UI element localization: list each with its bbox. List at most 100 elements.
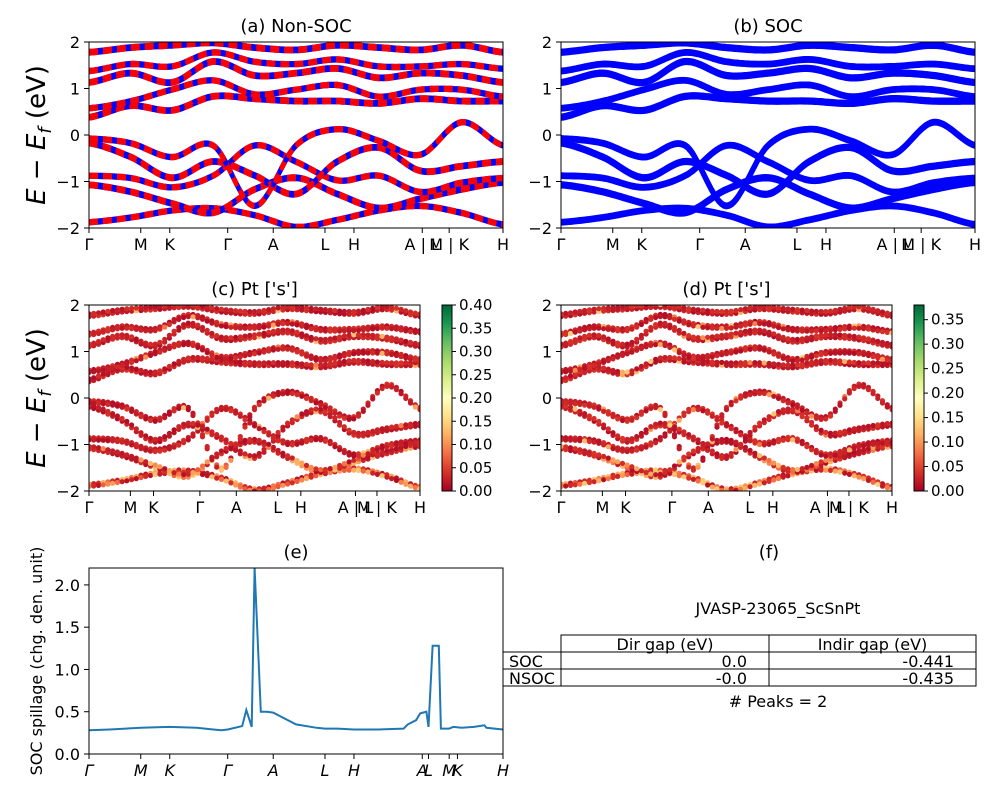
projection-point [384,474,390,480]
projection-point [346,452,352,458]
projection-point [412,485,418,491]
projection-point [837,402,843,408]
projection-point [337,359,343,365]
projection-point [851,305,857,310]
projection-point [738,348,744,354]
projection-point [237,448,243,454]
projection-point [681,456,687,463]
projection-point [114,332,120,338]
projection-point [355,467,362,473]
projection-point [615,473,621,479]
projection-point [775,462,782,468]
projection-point [794,404,801,410]
panel-c-xtick-label: H [295,498,307,517]
projection-point [771,361,777,367]
projection-point [809,413,815,419]
panel-a-ytick-label: −2 [56,219,80,238]
projection-point [657,355,663,361]
projection-point [204,350,210,356]
projection-point [285,481,291,487]
projection-point [577,366,583,372]
band-line [561,79,975,112]
projection-point [237,308,243,314]
projection-point [384,425,390,431]
projection-point [757,305,763,310]
projection-point [138,338,144,344]
projection-point [846,359,853,365]
projection-point [370,449,376,455]
projection-point [671,463,678,469]
projection-point [95,482,102,488]
colorbar-tick-label: 0.20 [459,389,492,407]
projection-point [567,310,574,316]
projection-point [766,414,772,420]
projection-point [289,417,295,423]
projection-point [572,309,578,315]
projection-point [176,442,182,448]
projection-point [761,347,767,353]
projection-point [114,364,120,370]
projection-point [591,306,597,312]
projection-point [379,445,385,451]
panel-e-ytick-label: 2.0 [55,576,80,595]
projection-point [138,414,144,420]
projection-point [709,436,715,442]
projection-point [794,358,801,364]
projection-point [662,320,668,326]
projection-point [285,305,291,310]
projection-point [752,450,758,456]
projection-point [256,360,262,366]
projection-point [133,326,139,332]
projection-point [671,471,678,478]
projection-point [204,473,210,479]
projection-point [842,332,848,338]
projection-point [251,436,258,442]
projection-point [728,308,734,314]
projection-point [181,314,187,321]
projection-point [837,326,843,332]
projection-point [389,424,395,430]
projection-point [705,325,711,331]
projection-point [393,360,399,366]
projection-point [714,325,720,331]
projection-point [686,322,692,328]
projection-point [601,359,607,365]
projection-point [832,408,838,414]
projection-point [166,430,172,436]
projection-point [634,324,640,330]
projection-point [209,456,215,463]
projection-point [681,352,687,358]
projection-point [832,468,838,474]
projection-point [91,331,97,338]
projection-point [294,360,300,366]
projection-point [327,441,333,447]
projection-point [289,328,295,334]
projection-point [790,467,796,473]
projection-point [417,330,420,336]
projection-point [705,308,711,314]
projection-point [199,463,206,469]
projection-point [384,351,390,357]
projection-point [738,307,744,313]
projection-point [865,360,872,366]
projection-point [166,321,172,328]
projection-point [143,354,149,360]
projection-point [738,486,744,491]
projection-point [572,482,578,488]
projection-point [686,464,692,470]
projection-point [572,406,578,412]
projection-point [629,436,635,442]
projection-point [818,332,824,338]
projection-point [686,306,692,312]
projection-point [771,305,777,310]
projection-point [804,464,810,470]
projection-point [605,336,611,342]
projection-point [865,442,872,448]
projection-point [742,435,749,441]
projection-point [719,309,725,315]
projection-point [346,332,352,338]
projection-point [605,411,611,417]
projection-point [615,340,621,346]
projection-point [322,466,328,473]
projection-point [610,474,616,481]
